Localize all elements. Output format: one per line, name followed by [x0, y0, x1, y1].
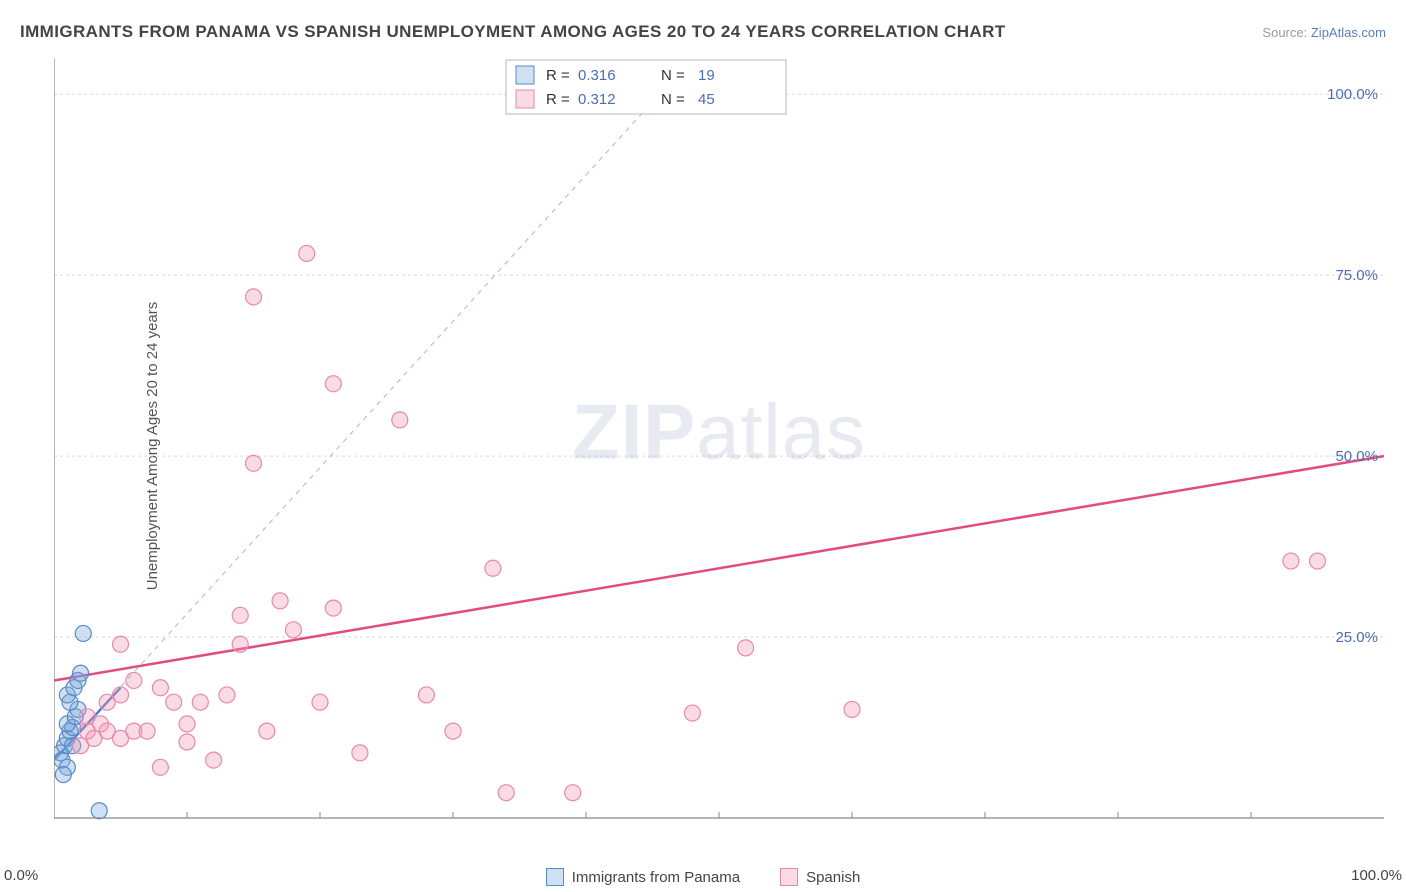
data-point: [565, 785, 581, 801]
data-point: [392, 412, 408, 428]
svg-text:0.316: 0.316: [578, 67, 616, 84]
scatter-plot-svg: 25.0% 50.0% 75.0% 100.0% R = 0.316 N = 19 R = 0.…: [54, 58, 1384, 838]
svg-text:75.0%: 75.0%: [1335, 267, 1378, 284]
source-credit: Source: ZipAtlas.com: [1262, 25, 1386, 40]
source-link[interactable]: ZipAtlas.com: [1311, 25, 1386, 40]
data-point: [91, 803, 107, 819]
data-point: [219, 687, 235, 703]
data-point: [246, 455, 262, 471]
data-point: [113, 636, 129, 652]
svg-text:50.0%: 50.0%: [1335, 448, 1378, 465]
data-point: [55, 767, 71, 783]
svg-text:R =: R =: [546, 91, 570, 108]
data-point: [232, 607, 248, 623]
chart-area: ZIPatlas 25.0%50.0%75.0%100.0% R =0.316N…: [54, 58, 1384, 838]
data-point: [498, 785, 514, 801]
data-point: [179, 734, 195, 750]
stats-legend-box: R = 0.316 N = 19 R = 0.312 N = 45: [506, 60, 786, 114]
bottom-legend: Immigrants from Panama Spanish 0.0% 100.…: [0, 868, 1406, 886]
data-point: [113, 687, 129, 703]
data-point: [79, 709, 95, 725]
data-point: [272, 593, 288, 609]
data-point: [259, 723, 275, 739]
data-point: [232, 636, 248, 652]
data-point: [325, 376, 341, 392]
chart-title: IMMIGRANTS FROM PANAMA VS SPANISH UNEMPL…: [20, 22, 1006, 42]
source-label: Source:: [1262, 25, 1307, 40]
svg-text:R =: R =: [546, 67, 570, 84]
data-point: [152, 680, 168, 696]
data-point: [325, 600, 341, 616]
data-point: [445, 723, 461, 739]
svg-text:25.0%: 25.0%: [1335, 629, 1378, 646]
legend-item-panama: Immigrants from Panama: [546, 868, 740, 886]
x-axis-min-label: 0.0%: [4, 867, 38, 884]
data-point: [684, 705, 700, 721]
svg-text:45: 45: [698, 91, 715, 108]
data-point: [246, 289, 262, 305]
svg-text:19: 19: [698, 67, 715, 84]
data-point: [206, 752, 222, 768]
x-axis-max-label: 100.0%: [1351, 867, 1402, 884]
legend-swatch-panama: [546, 868, 564, 886]
data-point: [352, 745, 368, 761]
svg-text:100.0%: 100.0%: [1327, 86, 1378, 103]
data-point: [73, 665, 89, 681]
legend-swatch-spanish: [780, 868, 798, 886]
data-point: [738, 640, 754, 656]
data-point: [844, 701, 860, 717]
data-point: [418, 687, 434, 703]
data-point: [179, 716, 195, 732]
legend-label-spanish: Spanish: [806, 869, 860, 886]
data-point: [126, 672, 142, 688]
legend-label-panama: Immigrants from Panama: [572, 869, 740, 886]
data-point: [166, 694, 182, 710]
svg-text:0.312: 0.312: [578, 91, 616, 108]
data-point: [75, 625, 91, 641]
legend-item-spanish: Spanish: [780, 868, 860, 886]
data-point: [285, 622, 301, 638]
data-point: [192, 694, 208, 710]
svg-text:N =: N =: [661, 67, 685, 84]
data-point: [299, 245, 315, 261]
data-point: [485, 560, 501, 576]
data-point: [152, 759, 168, 775]
data-point: [139, 723, 155, 739]
data-point: [312, 694, 328, 710]
svg-text:N =: N =: [661, 91, 685, 108]
data-point: [1283, 553, 1299, 569]
data-point: [1310, 553, 1326, 569]
